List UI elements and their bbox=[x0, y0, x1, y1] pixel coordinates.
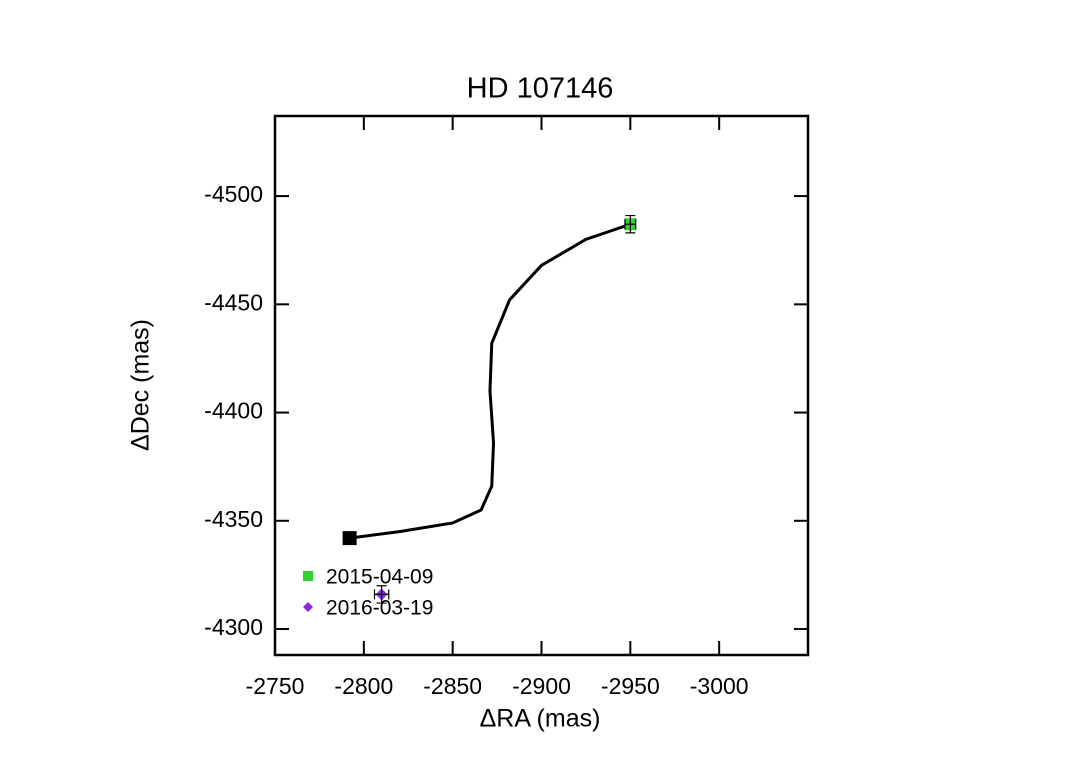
chart-title: HD 107146 bbox=[467, 73, 614, 105]
data-point bbox=[342, 531, 357, 546]
legend-label: 2015-04-09 bbox=[326, 566, 433, 589]
legend-marker bbox=[303, 571, 313, 581]
y-axis-label: ΔDec (mas) bbox=[127, 319, 155, 451]
y-tick-label: -4400 bbox=[204, 398, 263, 424]
x-tick-label: -2950 bbox=[601, 673, 660, 699]
x-tick-label: -2850 bbox=[423, 673, 482, 699]
y-tick-label: -4450 bbox=[204, 289, 263, 315]
y-tick-label: -4300 bbox=[204, 614, 263, 640]
x-tick-label: -2900 bbox=[512, 673, 571, 699]
model-track bbox=[349, 222, 631, 540]
x-tick-label: -2750 bbox=[246, 673, 305, 699]
x-error-bar bbox=[624, 219, 637, 230]
legend-label: 2016-03-19 bbox=[326, 597, 433, 620]
x-axis-label: ΔRA (mas) bbox=[480, 705, 601, 733]
x-error-bar bbox=[373, 589, 390, 600]
y-tick-label: -4500 bbox=[204, 181, 263, 207]
legend-marker bbox=[303, 602, 313, 612]
x-tick-label: -2800 bbox=[334, 673, 393, 699]
y-tick-label: -4350 bbox=[204, 506, 263, 532]
x-tick-label: -3000 bbox=[690, 673, 749, 699]
